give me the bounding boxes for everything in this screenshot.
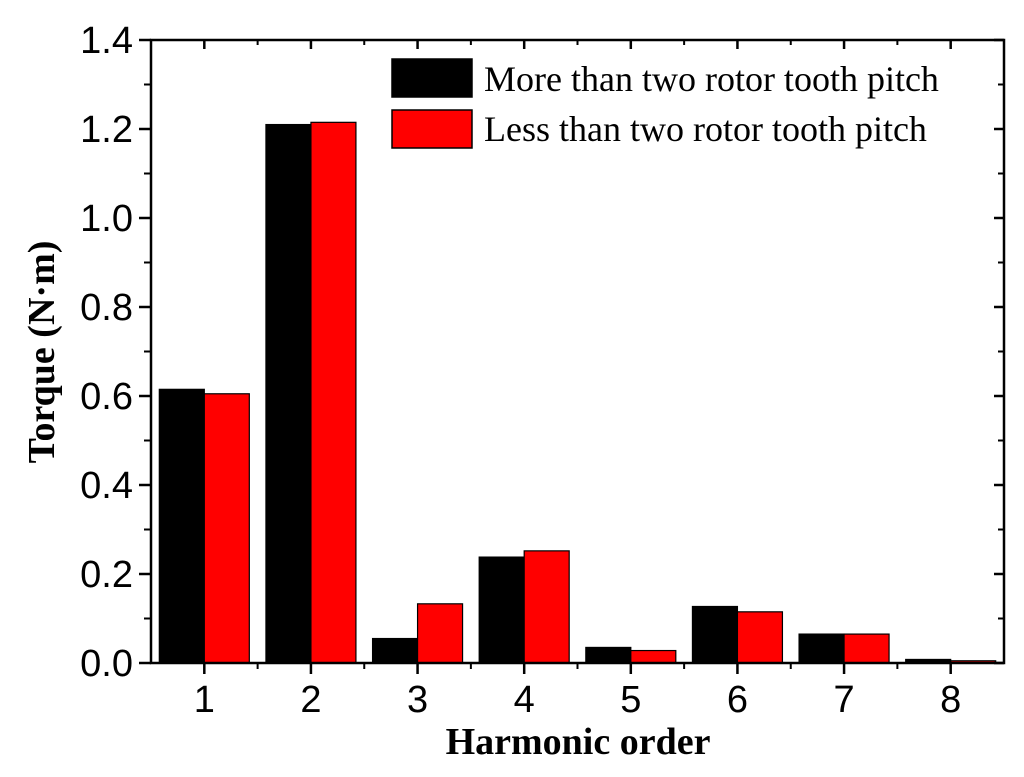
x-axis-title: Harmonic order	[446, 721, 711, 763]
legend-swatch-more	[391, 58, 473, 98]
bar-series2-6	[736, 611, 784, 664]
x-tick-label-8: 8	[940, 679, 961, 721]
bar-series1-7	[798, 633, 845, 664]
bar-series2-5	[630, 649, 677, 664]
bar-series1-2	[265, 123, 312, 664]
bar-series2-2	[310, 121, 357, 664]
bar-series2-7	[843, 633, 890, 664]
x-tick-label-4: 4	[514, 679, 535, 721]
x-tick-label-1: 1	[194, 679, 215, 721]
plot-area	[158, 121, 997, 664]
bar-series1-1	[158, 388, 205, 664]
y-tick-label: 0.0	[80, 643, 133, 685]
legend: More than two rotor tooth pitch Less tha…	[391, 58, 939, 149]
x-tick-label-7: 7	[833, 679, 854, 721]
y-tick-label: 1.2	[80, 109, 133, 151]
y-tick-label: 0.8	[80, 287, 133, 329]
bar-series2-1	[203, 393, 250, 664]
bar-series2-4	[523, 550, 570, 664]
bar-series1-5	[585, 646, 632, 664]
bar-series1-4	[478, 556, 525, 664]
x-tick-label-2: 2	[300, 679, 321, 721]
legend-swatch-less	[391, 109, 473, 149]
legend-label-less: Less than two rotor tooth pitch	[484, 109, 927, 149]
legend-label-more: More than two rotor tooth pitch	[484, 59, 939, 99]
y-tick-label: 0.6	[80, 376, 133, 418]
y-tick-label: 1.0	[80, 198, 133, 240]
y-tick-label: 0.2	[80, 554, 133, 596]
x-tick-label-3: 3	[407, 679, 428, 721]
x-tick-label-6: 6	[727, 679, 748, 721]
y-tick-label: 0.4	[80, 465, 133, 507]
bar-series1-3	[371, 637, 419, 664]
y-tick-label: 1.4	[80, 20, 133, 62]
y-axis-title: Torque (N·m)	[21, 241, 63, 464]
bar-series1-6	[691, 605, 739, 664]
axis-ticks: 0.0 0.2 0.4 0.6 0.8 1.0 1.2 1.4 1 2 3 4 5 6 7 8	[80, 20, 1004, 721]
x-tick-label-5: 5	[620, 679, 641, 721]
bar-series2-3	[416, 603, 464, 664]
